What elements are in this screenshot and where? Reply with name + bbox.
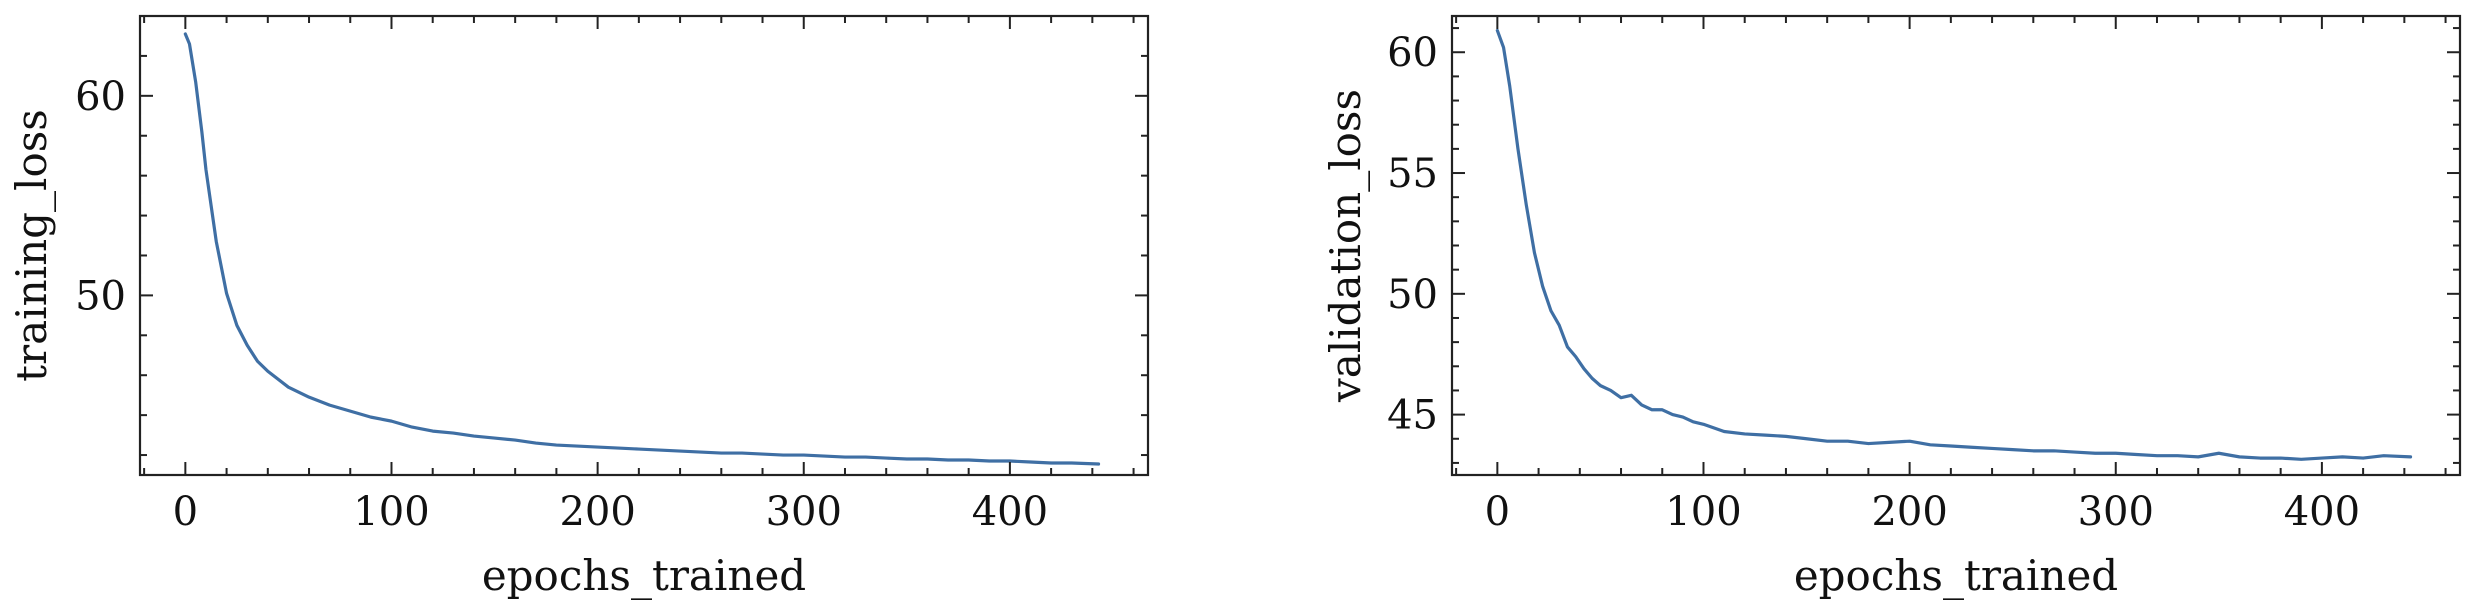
x-axis-label: epochs_trained xyxy=(482,551,806,600)
x-tick-label: 300 xyxy=(2078,489,2154,535)
y-axis-label: training_loss xyxy=(7,109,56,382)
y-axis-label: validation_loss xyxy=(1321,89,1370,403)
x-tick-label: 200 xyxy=(1871,489,1947,535)
y-tick-label: 60 xyxy=(75,74,126,120)
x-tick-label: 100 xyxy=(353,489,429,535)
x-tick-label: 400 xyxy=(972,489,1048,535)
x-tick-label: 0 xyxy=(1485,489,1510,535)
y-tick-label: 60 xyxy=(1387,30,1438,76)
x-axis-label: epochs_trained xyxy=(1794,551,2118,600)
x-tick-label: 100 xyxy=(1665,489,1741,535)
x-tick-label: 0 xyxy=(173,489,198,535)
x-tick-label: 400 xyxy=(2284,489,2360,535)
chart-2: 0 100 200 300 400 45 50 55 60 epochs_trained valid… xyxy=(1321,14,2462,600)
x-tick-label: 200 xyxy=(559,489,635,535)
y-tick-label: 45 xyxy=(1387,393,1438,439)
y-tick-label: 55 xyxy=(1387,151,1438,197)
y-tick-label: 50 xyxy=(75,273,126,319)
y-tick-label: 50 xyxy=(1387,272,1438,318)
plot-frame xyxy=(1450,14,2462,477)
x-tick-label: 300 xyxy=(766,489,842,535)
plot-frame xyxy=(138,14,1150,477)
series-line-1 xyxy=(183,32,1101,466)
series-line-1 xyxy=(1495,28,2413,461)
chart-1: 0 100 200 300 400 50 60 epochs_trained training_… xyxy=(7,14,1150,600)
